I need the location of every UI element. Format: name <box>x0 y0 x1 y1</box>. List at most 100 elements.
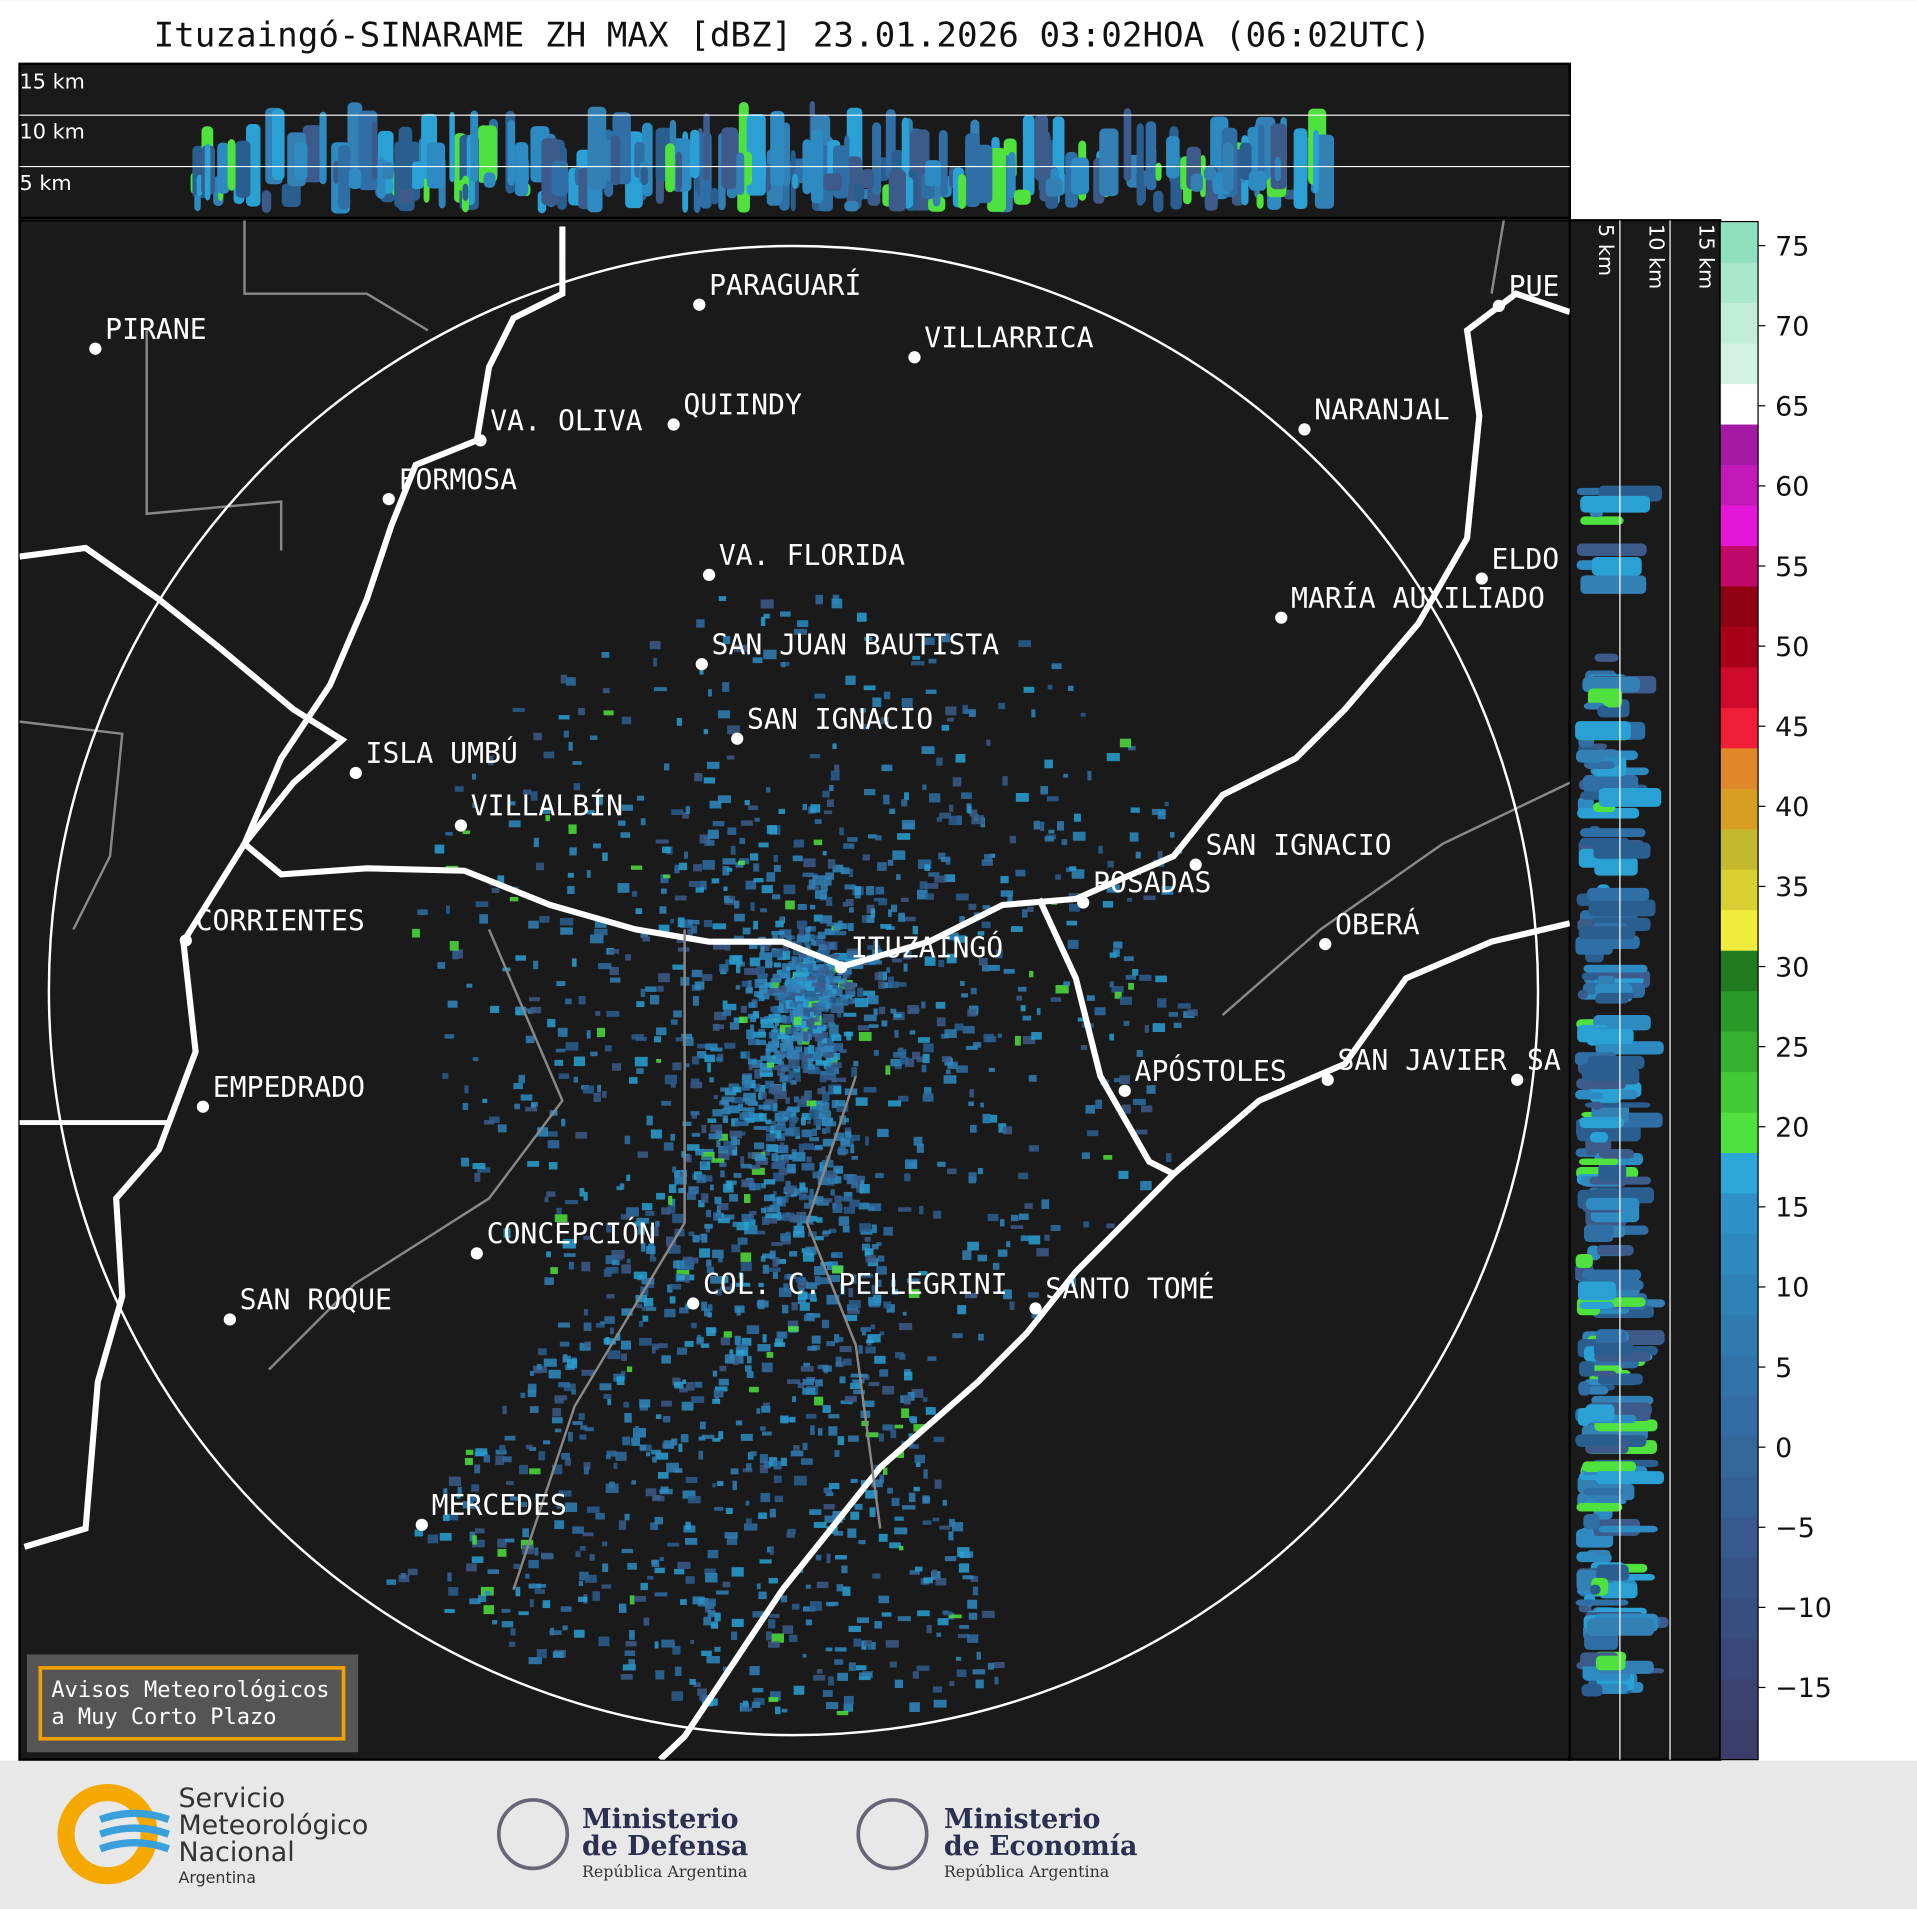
echo <box>838 1216 850 1226</box>
echo <box>456 1493 461 1499</box>
echo <box>643 1297 654 1307</box>
echo <box>1123 956 1134 962</box>
echo <box>1591 1370 1617 1377</box>
echo <box>560 927 573 935</box>
city-label: CORRIENTES <box>196 905 365 938</box>
echo <box>831 1002 842 1006</box>
echo <box>537 1348 547 1356</box>
echo <box>1050 997 1062 1002</box>
echo <box>822 850 827 856</box>
echo <box>876 1242 882 1246</box>
echo <box>909 1570 920 1575</box>
echo <box>730 845 736 855</box>
echo <box>667 1542 680 1547</box>
echo <box>1165 1153 1172 1162</box>
echo <box>832 988 837 994</box>
colorbar-tick-label: 70 <box>1775 311 1809 342</box>
echo <box>732 1146 738 1156</box>
echo <box>720 1337 731 1346</box>
echo <box>1584 1632 1619 1650</box>
echo <box>573 1056 586 1067</box>
echo <box>1024 1203 1033 1209</box>
echo <box>719 1286 732 1291</box>
echo <box>887 981 899 989</box>
echo <box>817 1087 826 1095</box>
echo <box>872 697 882 708</box>
echo <box>483 1454 491 1463</box>
echo <box>602 1091 607 1098</box>
echo <box>417 909 428 916</box>
echo <box>867 1334 881 1343</box>
echo <box>723 1103 730 1110</box>
echo <box>790 1079 797 1085</box>
echo <box>894 1064 902 1070</box>
echo <box>704 1054 715 1063</box>
echo <box>913 1424 925 1432</box>
echo <box>851 1156 859 1160</box>
echo <box>913 1136 923 1146</box>
echo <box>809 1109 819 1119</box>
echo <box>848 1288 854 1298</box>
echo <box>1596 1329 1627 1346</box>
echo <box>901 1408 910 1418</box>
echo <box>1578 1381 1591 1396</box>
echo <box>636 1001 645 1007</box>
echo <box>864 636 873 641</box>
echo <box>819 1165 825 1171</box>
echo <box>774 1020 779 1027</box>
echo <box>645 986 657 992</box>
echo <box>715 1057 723 1062</box>
echo <box>768 1619 776 1629</box>
echo <box>824 876 832 886</box>
echo <box>715 1288 722 1296</box>
echo <box>772 894 781 900</box>
echo <box>718 1151 730 1161</box>
echo <box>1586 1386 1609 1395</box>
colorbar-frame <box>1719 220 1759 1761</box>
echo <box>654 1036 661 1043</box>
echo <box>772 1065 787 1071</box>
echo <box>656 1059 662 1063</box>
echo <box>936 757 943 766</box>
echo <box>666 1236 677 1246</box>
echo <box>536 1584 547 1588</box>
echo <box>606 1294 615 1299</box>
echo <box>801 983 809 991</box>
echo <box>1030 1147 1035 1151</box>
echo <box>1086 995 1095 1001</box>
echo <box>802 803 808 811</box>
echo <box>833 1085 842 1094</box>
echo <box>798 1143 805 1153</box>
echo <box>1016 995 1023 1001</box>
echo <box>518 1611 529 1616</box>
echo <box>832 1007 842 1013</box>
city-dot <box>474 434 487 447</box>
echo <box>796 1003 804 1008</box>
echo <box>674 1175 687 1185</box>
echo <box>780 611 791 617</box>
echo <box>635 1294 648 1303</box>
echo <box>820 884 828 892</box>
echo <box>981 859 993 866</box>
echo <box>514 1103 520 1110</box>
echo <box>558 1073 570 1079</box>
echo <box>911 661 925 666</box>
echo <box>568 741 573 751</box>
echo <box>621 1548 633 1554</box>
echo <box>677 1561 691 1569</box>
echo <box>844 1314 858 1322</box>
echo <box>497 1538 507 1548</box>
echo <box>1071 157 1090 195</box>
echo <box>775 1706 781 1715</box>
echo <box>1583 1224 1614 1243</box>
echo <box>837 1672 848 1681</box>
echo <box>454 786 464 792</box>
echo <box>982 905 991 910</box>
echo <box>579 1571 589 1581</box>
echo <box>947 932 959 941</box>
echo <box>918 1271 928 1276</box>
echo <box>890 904 898 913</box>
echo <box>902 1505 916 1510</box>
echo <box>679 919 693 928</box>
echo <box>513 1083 524 1090</box>
